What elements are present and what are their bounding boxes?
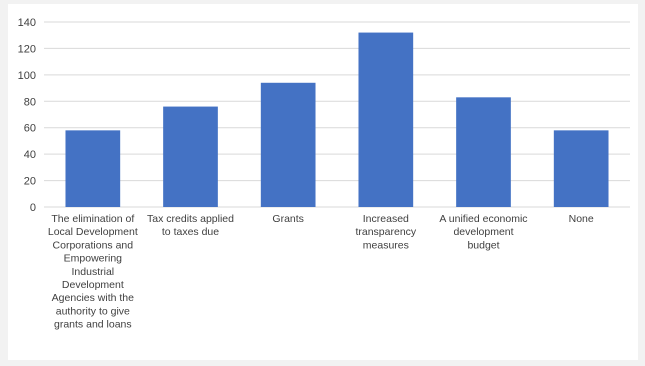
x-tick-label: Grants <box>272 213 304 225</box>
x-tick-label: A unified economic development budget <box>439 213 527 251</box>
y-tick-label: 100 <box>18 70 36 82</box>
x-tick-label: None <box>569 213 594 225</box>
y-tick-label: 60 <box>24 123 36 135</box>
y-tick-label: 0 <box>30 202 36 214</box>
bar <box>456 97 511 207</box>
bar <box>358 32 414 207</box>
y-tick-label: 40 <box>24 149 36 161</box>
x-tick-label: The elimination of Local Development Corpo… <box>48 213 138 331</box>
bar-chart: 0 20 40 60 80 100 120 140 The elimination of Loca… <box>18 17 630 331</box>
bar <box>260 82 316 207</box>
y-tick-label: 20 <box>24 176 36 188</box>
y-tick-label: 80 <box>24 96 36 108</box>
y-tick-label: 120 <box>18 43 36 55</box>
bar <box>553 130 609 207</box>
chart-area: 0 20 40 60 80 100 120 140 The elimination of Loca… <box>8 4 638 360</box>
bar <box>163 106 218 207</box>
x-tick-label: Increased transparency measures <box>355 213 416 251</box>
bar <box>65 130 121 207</box>
y-tick-label: 140 <box>18 17 36 29</box>
x-tick-label: Tax credits applied to taxes due <box>147 213 234 238</box>
